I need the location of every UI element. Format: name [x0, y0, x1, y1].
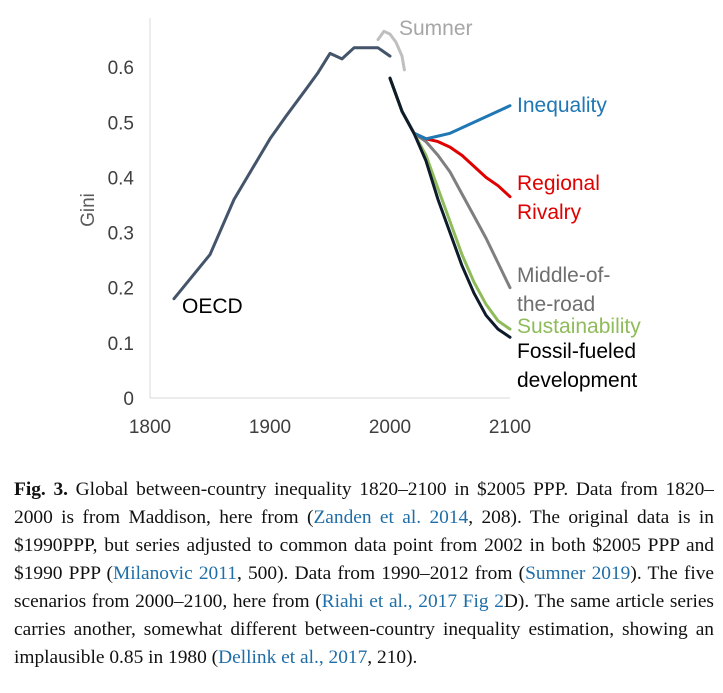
- series-label-sumner: Sumner: [399, 17, 473, 40]
- ref-dellink[interactable]: Dellink et al., 2017: [218, 647, 368, 668]
- series-label-sustainability: Sustainability: [517, 315, 641, 338]
- caption-text-1: Global between-country inequality 1820–2…: [14, 479, 714, 528]
- series-label-middle-of-the-road: Middle-of-: [517, 264, 610, 287]
- figure-label: Fig. 3.: [14, 479, 68, 500]
- y-tick-label: 0.1: [108, 334, 134, 355]
- y-tick-label: 0.6: [108, 58, 134, 79]
- figure-caption: Fig. 3. Global between-country inequalit…: [14, 476, 714, 672]
- caption-text-2: , 208). The original data is in $1990PPP…: [14, 507, 714, 584]
- series-line-fossil-fueled-development: [388, 76, 512, 339]
- series-label-regional-rivalry: Regional: [517, 172, 600, 195]
- ref-riahi[interactable]: Riahi et al., 2017 Fig 2: [321, 591, 504, 612]
- y-tick-label: 0.3: [108, 224, 134, 245]
- series-line-oecd: [172, 46, 392, 301]
- x-tick-label: 1800: [129, 417, 171, 438]
- series-label-middle-of-the-road: the-road: [517, 293, 595, 316]
- caption-text-6: , 210).: [367, 647, 418, 668]
- series-labels: OECD Sumner Inequality Regional Rivalry Middl…: [182, 17, 641, 392]
- caption-text-5: D). The same article series carries anot…: [14, 591, 714, 668]
- gini-line-chart: Gini 0 0.1 0.2 0.3 0.4 0.5 0.6 1800 1900 2000 210…: [78, 17, 641, 438]
- x-tick-label: 1900: [249, 417, 291, 438]
- series-label-fossil-fueled-development: Fossil-fueled: [517, 340, 636, 363]
- y-tick-label: 0.2: [108, 279, 134, 300]
- ref-zanden[interactable]: Zanden et al. 2014: [313, 507, 469, 528]
- ref-sumner[interactable]: Sumner 2019: [525, 563, 631, 584]
- y-tick-labels: 0 0.1 0.2 0.3 0.4 0.5 0.6: [108, 58, 135, 410]
- series-line-inequality: [388, 76, 512, 141]
- x-tick-label: 2100: [489, 417, 531, 438]
- series-label-fossil-fueled-development: development: [517, 369, 637, 392]
- series-line-sumner: [376, 29, 406, 72]
- x-tick-labels: 1800 1900 2000 2100: [129, 417, 531, 438]
- series-label-regional-rivalry: Rivalry: [517, 201, 582, 224]
- series-label-oecd: OECD: [182, 295, 243, 318]
- y-tick-label: 0: [123, 389, 134, 410]
- series-lines: [172, 29, 512, 339]
- ref-milanovic[interactable]: Milanovic 2011: [112, 563, 237, 584]
- series-line-regional-rivalry: [388, 76, 512, 199]
- series-line-sustainability: [388, 76, 512, 331]
- y-tick-label: 0.5: [108, 113, 134, 134]
- x-tick-label: 2000: [369, 417, 411, 438]
- y-axis-label: Gini: [78, 193, 99, 227]
- caption-text-3: , 500). Data from 1990–2012 from (: [236, 563, 526, 584]
- caption-text-4: ). The five scenarios from 2000–2100, he…: [14, 563, 715, 612]
- y-tick-label: 0.4: [108, 168, 135, 189]
- series-label-inequality: Inequality: [517, 94, 607, 117]
